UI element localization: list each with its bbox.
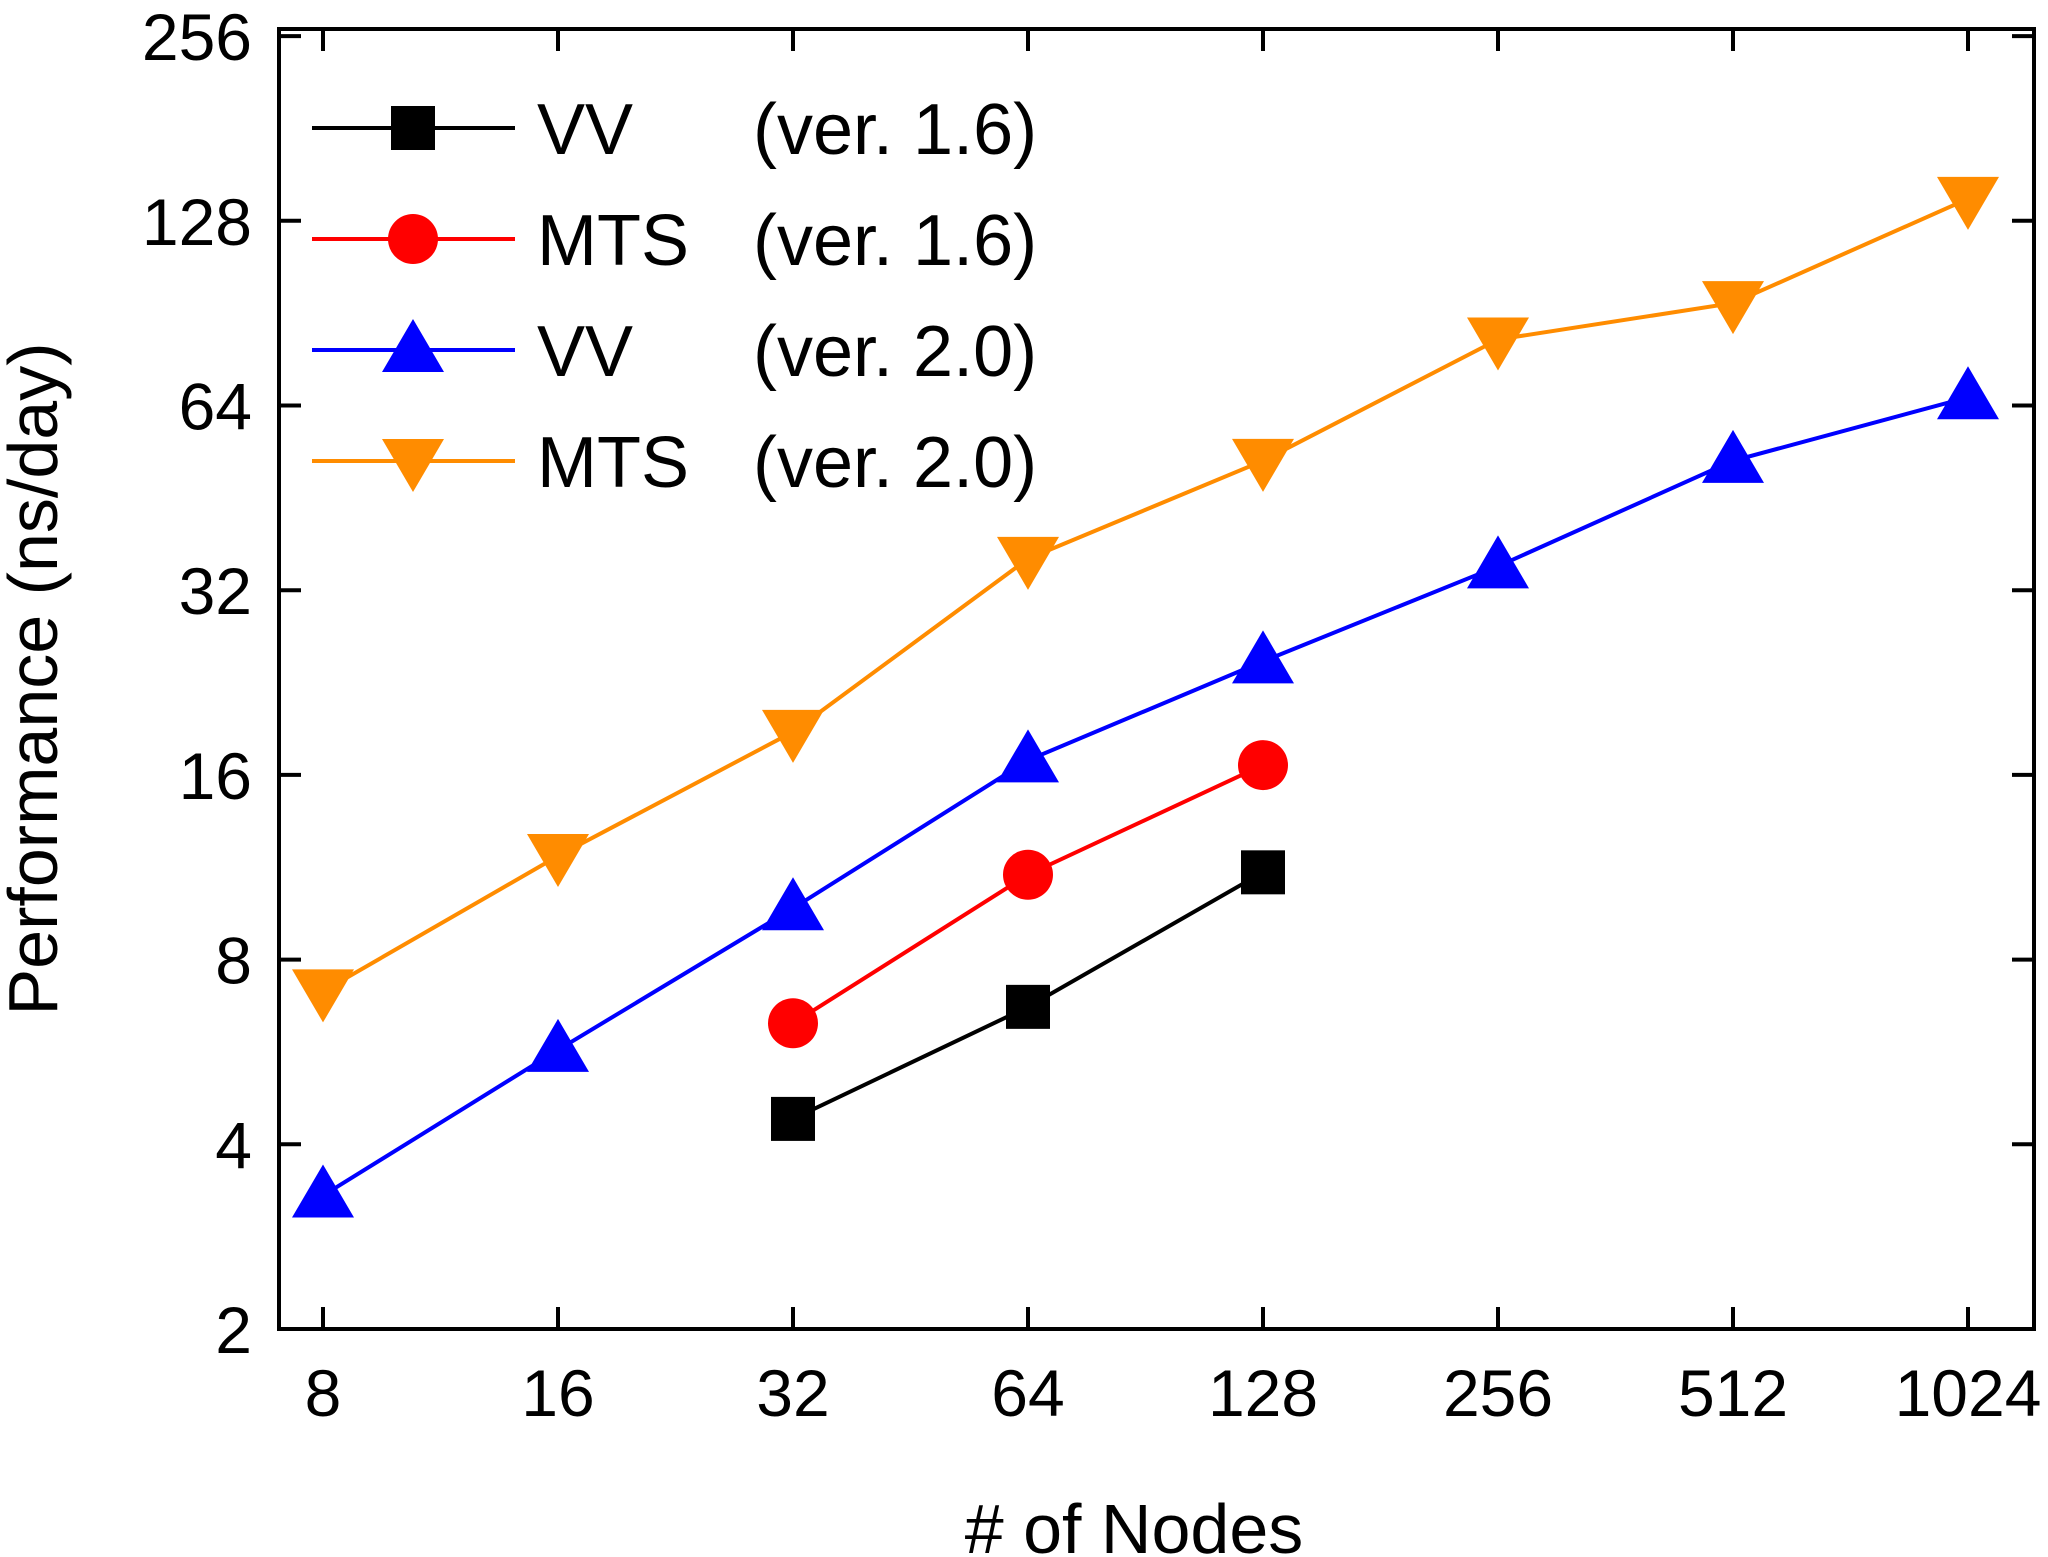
y-tick-label-4: 4 bbox=[215, 1108, 252, 1182]
y-tick-label-2: 2 bbox=[215, 1293, 252, 1367]
series-3-point-512 bbox=[1702, 281, 1764, 335]
x-tick-label-1024: 1024 bbox=[1895, 1356, 2042, 1430]
series-group bbox=[292, 176, 1999, 1218]
series-2-point-128 bbox=[1232, 630, 1294, 684]
series-0-point-128 bbox=[1241, 850, 1285, 895]
series-2-point-256 bbox=[1467, 535, 1529, 589]
series-2-point-1024 bbox=[1937, 366, 1999, 420]
legend-label-3: MTS bbox=[537, 423, 689, 503]
legend-label-2: VV bbox=[537, 312, 633, 392]
x-tick-label-64: 64 bbox=[991, 1356, 1064, 1430]
legend-entry-2: VV (ver. 2.0) bbox=[312, 312, 1037, 392]
series-3-point-256 bbox=[1467, 317, 1529, 371]
legend-marker-2 bbox=[382, 319, 444, 372]
series-2-point-8 bbox=[292, 1164, 354, 1218]
legend-version-3: (ver. 2.0) bbox=[753, 423, 1037, 503]
series-1 bbox=[768, 740, 1288, 1049]
series-0-point-32 bbox=[771, 1096, 815, 1141]
series-3-point-128 bbox=[1232, 438, 1294, 492]
y-tick-label-64: 64 bbox=[179, 370, 252, 444]
y-tick-label-8: 8 bbox=[215, 924, 252, 998]
series-2 bbox=[292, 366, 1999, 1218]
legend-marker-1 bbox=[388, 214, 438, 264]
x-tick-label-256: 256 bbox=[1443, 1356, 1553, 1430]
legend-entry-1: MTS (ver. 1.6) bbox=[312, 201, 1037, 281]
legend-version-1: (ver. 1.6) bbox=[753, 201, 1037, 281]
series-line-3 bbox=[322, 196, 1969, 994]
legend-version-2: (ver. 2.0) bbox=[753, 312, 1037, 392]
tick-marks bbox=[279, 29, 2034, 1331]
series-2-point-64 bbox=[997, 729, 1059, 783]
legend-label-0: VV bbox=[537, 90, 633, 170]
y-tick-label-256: 256 bbox=[142, 0, 252, 74]
legend-entry-3: MTS (ver. 2.0) bbox=[312, 423, 1037, 503]
legend-marker-3 bbox=[382, 439, 444, 492]
plot-frame bbox=[277, 27, 2036, 1331]
legend-label-1: MTS bbox=[537, 201, 689, 281]
series-3-point-64 bbox=[997, 536, 1059, 590]
y-tick-labels: 2 4 8 16 32 64 128 256 bbox=[142, 0, 252, 1367]
x-tick-label-128: 128 bbox=[1208, 1356, 1318, 1430]
series-3-point-16 bbox=[527, 834, 589, 888]
x-axis-title: # of Nodes bbox=[965, 1490, 1304, 1557]
series-0-point-64 bbox=[1006, 984, 1050, 1029]
series-0 bbox=[771, 850, 1285, 1141]
y-axis-title: Performance (ns/day) bbox=[0, 342, 72, 1015]
series-line-2 bbox=[321, 395, 1969, 1198]
x-tick-label-16: 16 bbox=[521, 1356, 594, 1430]
x-tick-label-32: 32 bbox=[756, 1356, 829, 1430]
legend-version-0: (ver. 1.6) bbox=[753, 90, 1037, 170]
series-1-point-128 bbox=[1238, 740, 1288, 791]
x-tick-labels: 8 16 32 64 128 256 512 1024 bbox=[305, 1356, 2042, 1430]
x-tick-label-512: 512 bbox=[1678, 1356, 1788, 1430]
series-3 bbox=[292, 176, 1999, 1023]
series-2-point-32 bbox=[762, 877, 824, 931]
y-tick-label-32: 32 bbox=[179, 554, 252, 628]
y-tick-label-128: 128 bbox=[142, 185, 252, 259]
series-3-point-1024 bbox=[1937, 176, 1999, 230]
x-tick-label-8: 8 bbox=[305, 1356, 342, 1430]
legend-marker-0 bbox=[391, 106, 435, 150]
series-3-point-8 bbox=[292, 969, 354, 1023]
series-3-point-32 bbox=[762, 709, 824, 763]
series-1-point-32 bbox=[768, 998, 818, 1049]
legend-entry-0: VV (ver. 1.6) bbox=[312, 90, 1037, 170]
series-2-point-512 bbox=[1702, 429, 1764, 483]
series-1-point-64 bbox=[1003, 849, 1053, 900]
legend: VV (ver. 1.6)MTS (ver. 1.6)VV (ver. 2.0)MTS… bbox=[312, 90, 1037, 503]
y-tick-label-16: 16 bbox=[179, 739, 252, 813]
series-2-point-16 bbox=[527, 1018, 589, 1072]
